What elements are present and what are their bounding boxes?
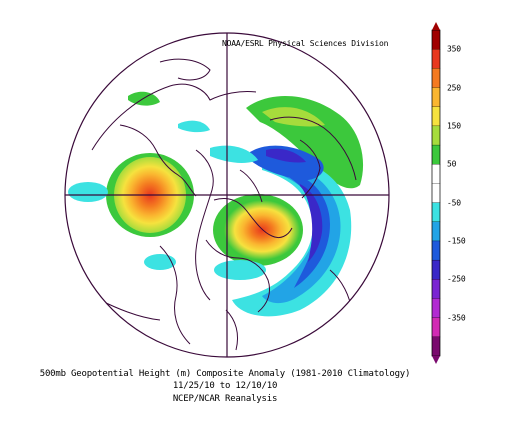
colorbar-cell — [431, 49, 441, 69]
colorbar-tick-label: -150 — [447, 236, 466, 246]
colorbar-tick-label: 250 — [447, 83, 461, 93]
credit-text: NOAA/ESRL Physical Sciences Division — [222, 39, 389, 48]
colorbar-cell — [431, 125, 441, 146]
colorbar-cell — [431, 240, 441, 261]
colorbar-cell — [431, 298, 441, 319]
coastlines — [91, 58, 357, 351]
colorbar-cell — [431, 106, 441, 127]
caption-title: 500mb Geopotential Height (m) Composite … — [39, 369, 411, 379]
colorbar-cell — [431, 29, 441, 50]
colorbar-tick-label: -250 — [447, 274, 466, 284]
caption-dates: 11/25/10 to 12/10/10 — [172, 381, 278, 391]
colorbar-cell — [431, 164, 441, 184]
colorbar-cell — [431, 317, 441, 338]
colorbar-cell — [431, 68, 441, 88]
colorbar-cell — [431, 183, 441, 204]
colorbar-cell — [431, 221, 441, 242]
colorbar-tick-label: 150 — [447, 121, 461, 131]
colorbar-tick-label: 50 — [447, 159, 457, 169]
colorbar-cell — [431, 336, 441, 357]
colorbar-cell — [431, 202, 441, 223]
colorbar-tick-label: -350 — [447, 313, 466, 323]
colorbar-tick-label: 350 — [447, 44, 461, 54]
colorbar-cell — [431, 144, 441, 165]
caption-source: NCEP/NCAR Reanalysis — [172, 394, 278, 404]
colorbar-cell — [431, 87, 441, 108]
colorbar-top-arrow — [432, 22, 440, 30]
colorbar-bottom-arrow — [432, 356, 440, 364]
colorbar-cell — [431, 259, 441, 280]
colorbar-cell — [431, 279, 441, 299]
colorbar-tick-label: -50 — [447, 198, 461, 208]
